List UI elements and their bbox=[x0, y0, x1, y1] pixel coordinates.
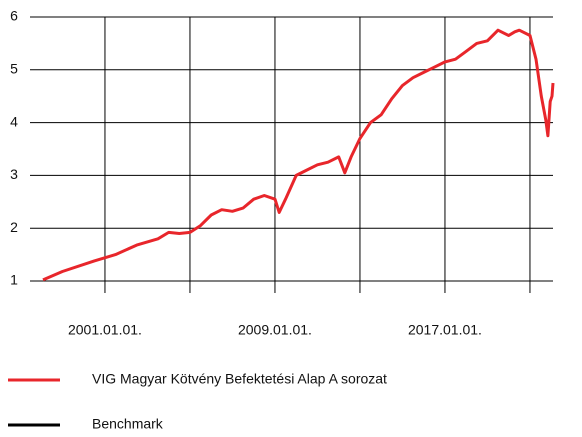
legend-label: Benchmark bbox=[92, 416, 164, 432]
x-tick-label: 2009.01.01. bbox=[238, 322, 312, 338]
line bbox=[42, 28, 555, 282]
y-tick-label: 4 bbox=[10, 113, 18, 129]
y-tick-label: 2 bbox=[10, 219, 18, 235]
y-tick-label: 6 bbox=[10, 8, 18, 24]
x-tick-label: 2017.01.01. bbox=[408, 322, 482, 338]
x-tick-label: 2001.01.01. bbox=[68, 322, 142, 338]
y-tick-label: 3 bbox=[10, 166, 18, 182]
y-tick-label: 5 bbox=[10, 61, 18, 77]
legend-label: VIG Magyar Kötvény Befektetési Alap A so… bbox=[92, 371, 387, 387]
y-tick-label: 1 bbox=[10, 272, 18, 288]
